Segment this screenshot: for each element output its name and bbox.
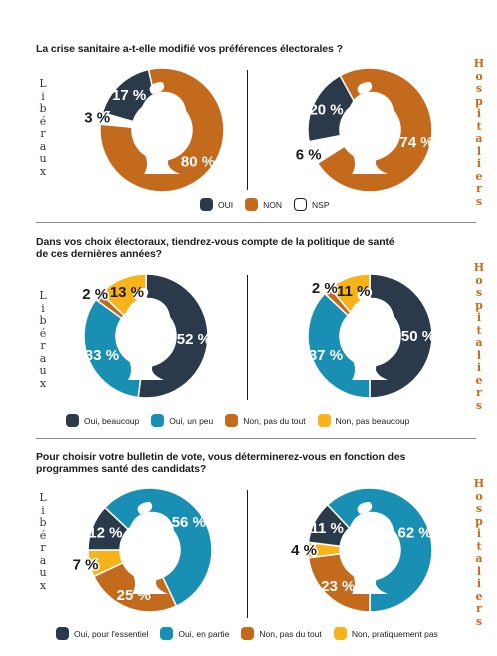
divider-3 [247,490,248,618]
slice-value-label: 62 % [398,524,432,541]
donut-slice [101,68,157,123]
slice-value-label: 12 % [88,524,122,541]
legend-item: OUI [200,198,233,211]
slice-value-label: 11 % [311,520,344,537]
legend-item: Non, pratiquement pas [333,627,438,640]
donut-chart-hospitaliers-3: 62 % 23 % 4 % 11 % [290,487,433,613]
legend-item: Oui, pour l'essentiel [56,627,148,640]
divider-1 [247,70,248,190]
slice-value-label: 52 % [177,331,211,348]
slice-value-label: 2 % [82,286,108,303]
question-2: Dans vos choix électoraux, tiendrez-vous… [36,236,395,260]
donut-chart-hospitaliers-1: 74 % 6 % 20 % [294,67,434,193]
donut-slice [87,506,130,551]
legend-swatch [294,198,308,211]
legend-swatch [225,414,239,427]
slice-value-label: 50 % [401,328,435,345]
legend-swatch [66,414,79,427]
slice-value-label: 13 % [110,284,144,301]
separator-1 [36,222,476,223]
legend-label: NON [263,199,283,210]
donut-chart-liberaux-3: 56 % 25 % 7 % 12 % [71,487,213,613]
legend-swatch [151,414,165,427]
divider-2 [247,275,248,400]
legend-label: NSP [312,199,330,210]
legend-label: Non, pas du tout [243,415,306,426]
legend-2: Oui, beaucoup Oui, un peu Non, pas du tout… [66,414,421,427]
question-1: La crise sanitaire a-t-elle modifié vos … [36,43,343,55]
donut-slice [307,292,371,399]
donut-slice [83,298,144,399]
slice-value-label: 4 % [291,542,317,559]
slice-value-label: 56 % [172,514,206,531]
marianne-silhouette-icon [345,502,396,594]
slice-value-label: 25 % [117,587,151,604]
legend-1: OUI NON NSP [200,198,342,211]
legend-swatch [317,414,331,427]
slice-value-label: 6 % [296,146,322,163]
legend-label: OUI [218,199,234,210]
slice-value-label: 3 % [84,110,110,127]
slice-value-label: 7 % [73,556,99,573]
question-3: Pour choisir votre bulletin de vote, vou… [36,451,406,475]
slice-value-label: 20 % [309,102,343,119]
legend-item: Non, pas beaucoup [317,414,410,427]
legend-label: Oui, pour l'essentiel [74,628,149,639]
donut-chart-liberaux-1: 80 % 3 %17 % [83,67,225,193]
legend-label: Non, pas beaucoup [335,415,410,426]
marianne-silhouette-icon [345,288,396,380]
donut-slice [307,503,351,548]
marianne-silhouette-icon [137,82,188,174]
slice-value-label: 37 % [309,347,343,364]
slice-value-label: 17 % [112,87,146,104]
donut-slice [99,67,225,193]
legend-3: Oui, pour l'essentiel Oui, en partie Non, … [56,627,450,640]
slice-value-label: 33 % [85,347,119,364]
legend-swatch [245,198,259,211]
legend-item: NSP [294,198,330,211]
slice-value-label: 2 % [312,280,338,297]
legend-label: Non, pas du tout [259,628,322,639]
legend-swatch [241,627,255,640]
legend-item: NON [245,198,282,211]
slice-value-label: 80 % [181,154,215,171]
legend-swatch [200,198,213,211]
legend-label: Oui, un peu [169,415,214,426]
slice-value-label: 23 % [321,578,355,595]
donut-slice [307,74,357,143]
legend-item: Oui, beaucoup [66,414,139,427]
legend-swatch [160,627,174,640]
legend-label: Oui, en partie [178,628,230,639]
legend-label: Oui, beaucoup [84,415,140,426]
separator-2 [36,438,476,439]
legend-item: Oui, un peu [151,414,213,427]
donut-chart-liberaux-2: 52 % 33 % 2 % 13 % [81,273,211,399]
legend-label: Non, pratiquement pas [351,628,438,639]
donut-chart-hospitaliers-2: 50 % 37 % 2 % 11 % [307,273,435,399]
legend-item: Non, pas du tout [241,627,322,640]
slice-value-label: 11 % [337,283,370,300]
legend-item: Non, pas du tout [225,414,306,427]
marianne-silhouette-icon [125,502,176,594]
marianne-silhouette-icon [345,82,396,174]
legend-item: Oui, en partie [160,627,229,640]
legend-swatch [56,627,69,640]
slice-value-label: 74 % [399,134,433,151]
marianne-silhouette-icon [121,288,172,380]
legend-swatch [333,627,347,640]
donut-slice [316,67,433,193]
